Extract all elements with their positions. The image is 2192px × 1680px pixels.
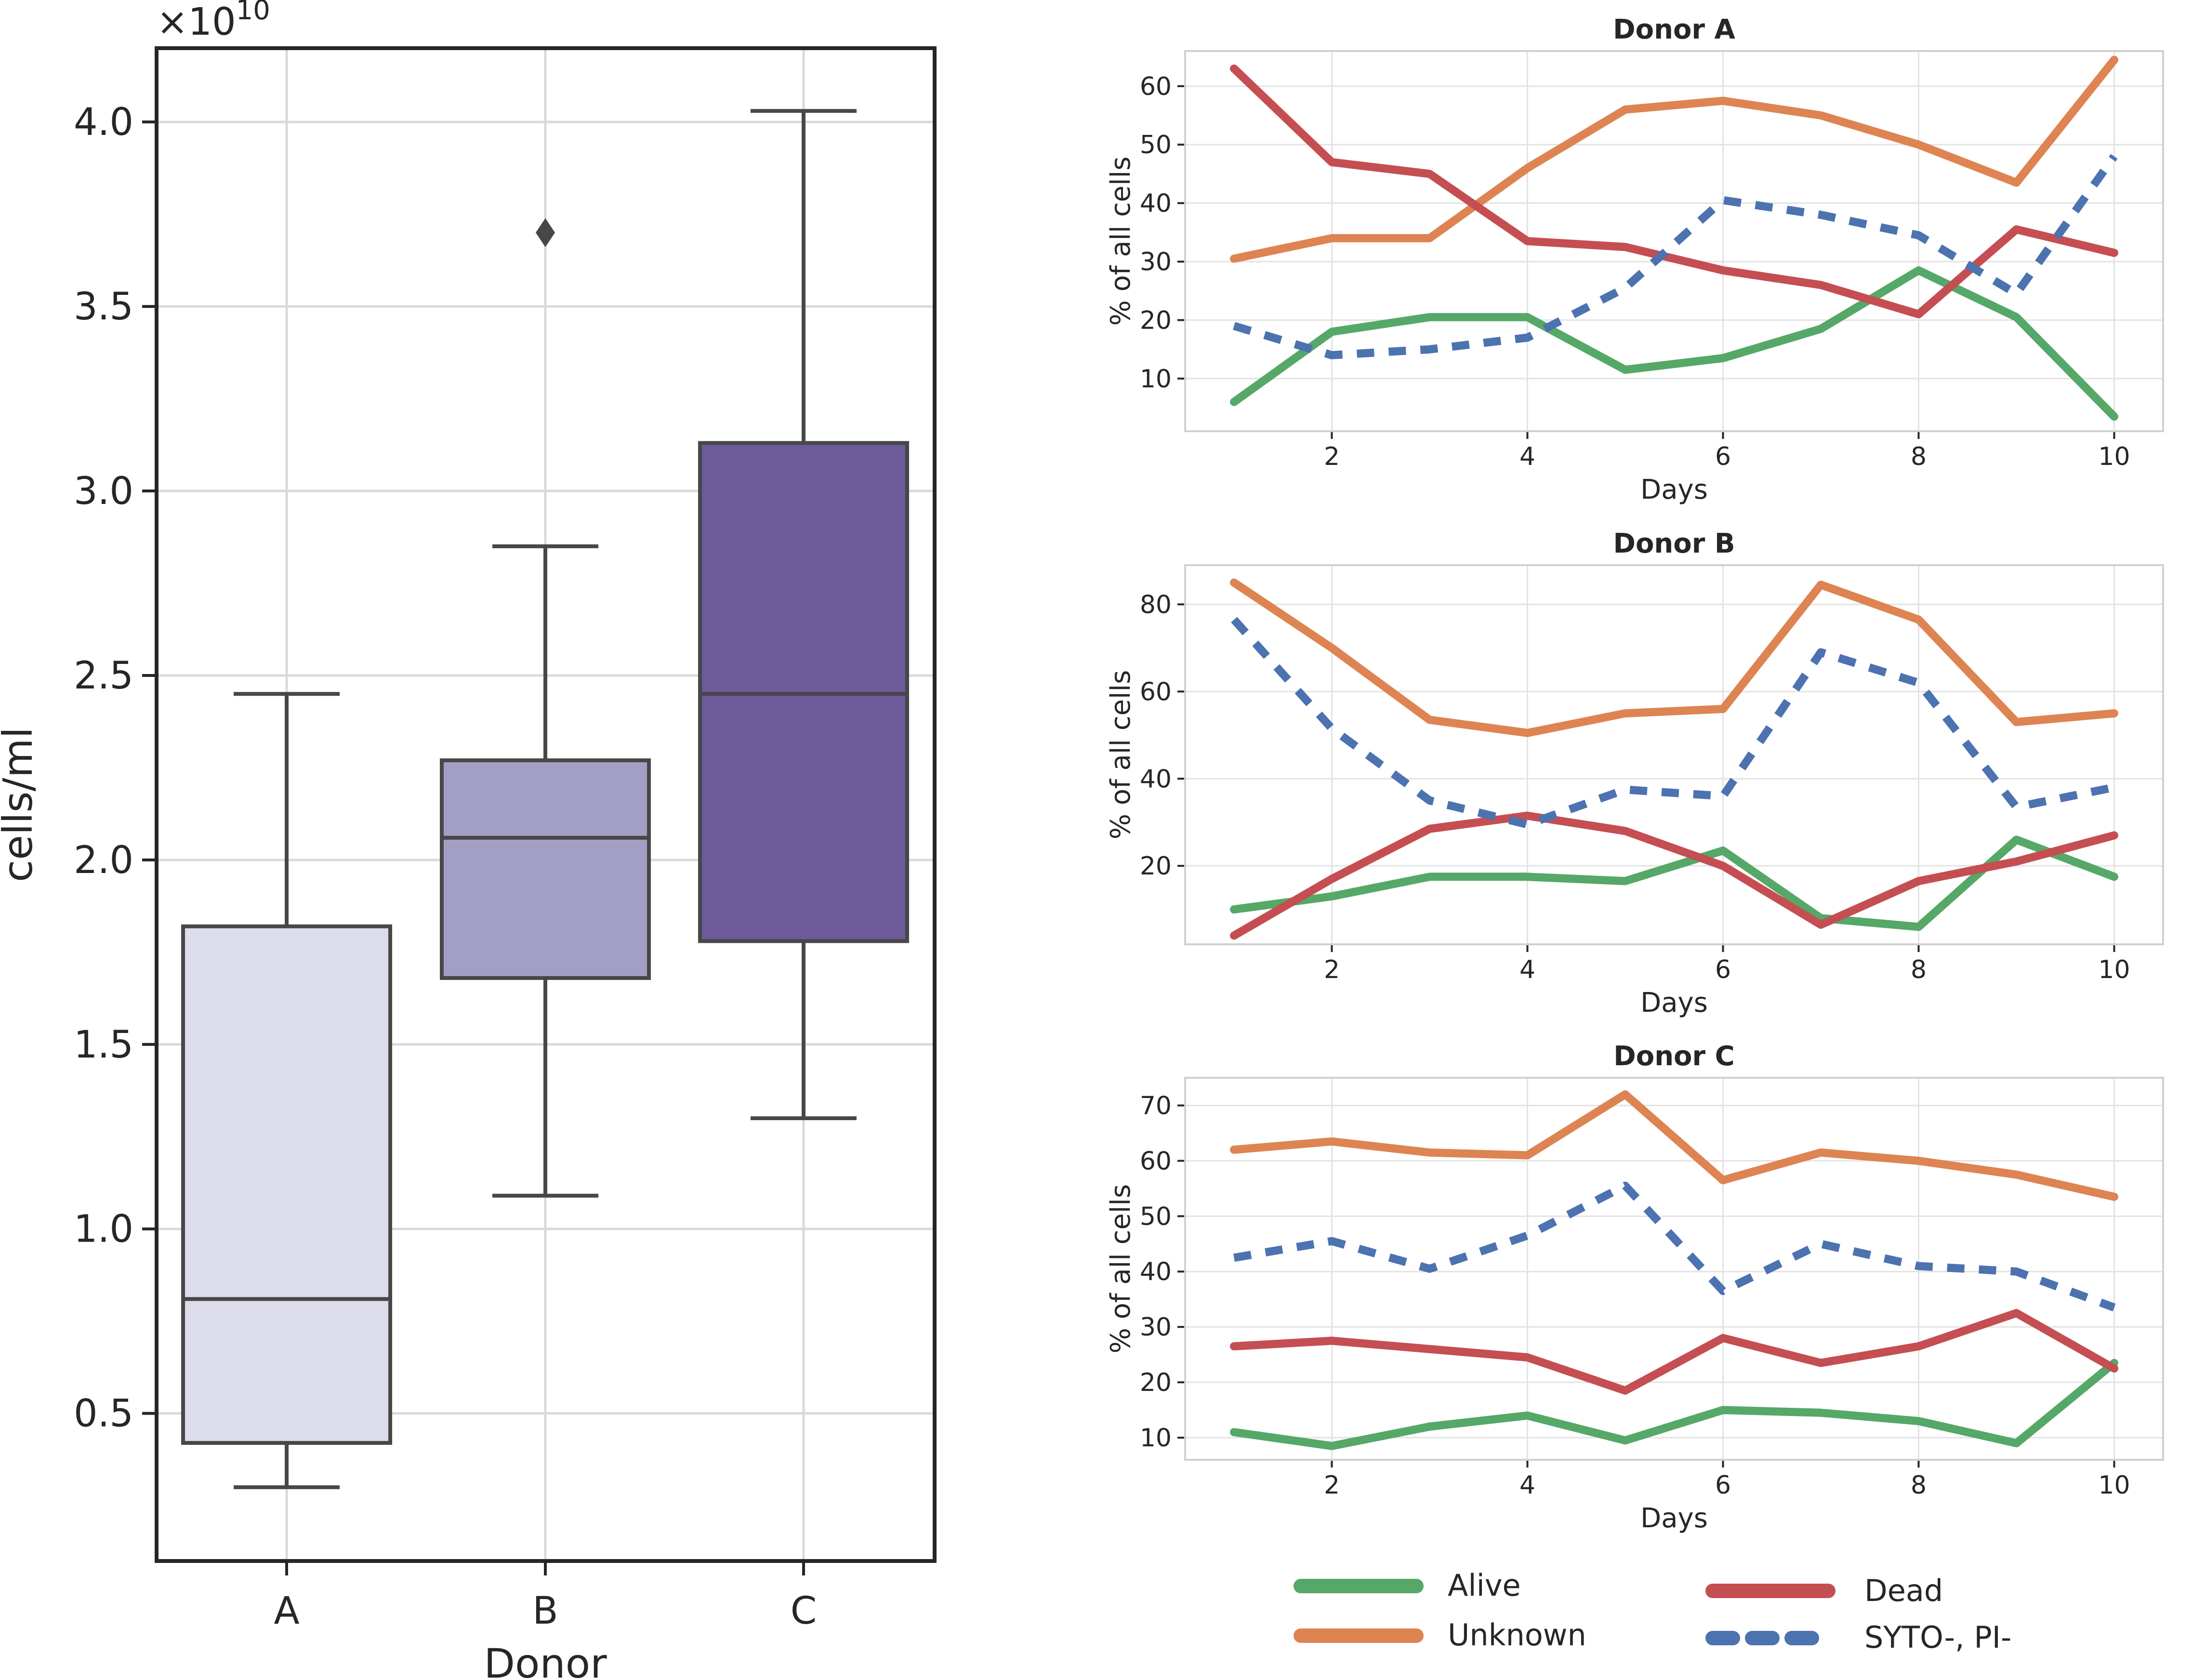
- series-line-alive: [1230, 1359, 2118, 1450]
- legend-label-syto: SYTO-, PI-: [1864, 1620, 2011, 1655]
- line-y-axis-label: % of all cells: [1105, 157, 1136, 326]
- line-y-tick-label: 70: [1140, 1091, 1172, 1120]
- line-y-tick-label: 10: [1140, 1424, 1172, 1453]
- line-panel-title: Donor C: [1613, 1041, 1735, 1072]
- box-b: [440, 218, 651, 1198]
- line-panel-donor-b: 2 4 6 8 10 20 40 60 80 Donor B Days % of all cells: [1105, 528, 2164, 1019]
- series-line-dead: [1230, 64, 2118, 318]
- box-c: [698, 109, 909, 1120]
- line-x-tick-label: 2: [1324, 442, 1340, 471]
- box-body-a: [181, 924, 392, 1445]
- line-x-tick-label: 8: [1911, 955, 1927, 984]
- line-x-tick-label: 4: [1519, 1471, 1535, 1500]
- box-body-b: [440, 758, 651, 980]
- box-y-tick-label: 0.5: [74, 1392, 133, 1436]
- box-plot-x-axis-label: Donor: [484, 1640, 607, 1680]
- line-x-axis-label: Days: [1640, 987, 1708, 1019]
- box-x-tick-label: C: [791, 1589, 817, 1633]
- line-y-tick-label: 40: [1140, 765, 1172, 794]
- line-panel-donor-a: 2 4 6 8 10 10 20 30 40 50 60 Donor A Days % of all ce…: [1105, 14, 2164, 505]
- line-panel-frame: [1184, 1077, 2164, 1461]
- box-x-tick-label: A: [274, 1589, 299, 1633]
- box-plot-y-axis-label: cells/ml: [0, 727, 41, 882]
- line-x-tick-label: 4: [1519, 955, 1535, 984]
- box-plot-x-ticks: A B C: [274, 1561, 817, 1633]
- line-panel-title: Donor A: [1613, 14, 1735, 45]
- legend-label-unknown: Unknown: [1448, 1617, 1586, 1653]
- legend: Alive Dead Unknown SYTO-, PI-: [1294, 1568, 2011, 1655]
- line-y-tick-label: 50: [1140, 1202, 1172, 1231]
- line-panel-frame: [1184, 50, 2164, 432]
- y-multiplier-exponent: 10: [236, 0, 270, 26]
- box-y-tick-label: 2.0: [74, 839, 133, 882]
- series-line-dead: [1230, 811, 2118, 940]
- line-panel-title: Donor B: [1613, 528, 1735, 559]
- line-x-tick-label: 2: [1324, 1471, 1340, 1500]
- box-plot-panel: 0.5 1.0 1.5 2.0 2.5 3.0 3.5 4.0 A B C ×1010 cells…: [0, 0, 937, 1680]
- line-y-tick-label: 20: [1140, 306, 1172, 335]
- line-x-axis-label: Days: [1640, 1503, 1708, 1534]
- line-y-axis-label: % of all cells: [1105, 1184, 1136, 1354]
- line-x-tick-label: 10: [2098, 442, 2130, 471]
- series-line-alive: [1230, 835, 2118, 931]
- series-line-unknown: [1230, 55, 2118, 263]
- line-y-tick-label: 10: [1140, 365, 1172, 394]
- line-y-tick-label: 50: [1140, 131, 1172, 159]
- line-panel-frame: [1184, 564, 2164, 945]
- box-outlier-b: [536, 218, 555, 247]
- line-y-tick-label: 60: [1140, 72, 1172, 101]
- line-x-tick-label: 8: [1911, 1471, 1927, 1500]
- line-y-tick-label: 60: [1140, 677, 1172, 706]
- box-y-tick-label: 4.0: [74, 101, 133, 144]
- box-plot-boxes: [181, 109, 909, 1489]
- line-x-tick-label: 10: [2098, 1471, 2130, 1500]
- line-x-tick-label: 8: [1911, 442, 1927, 471]
- series-line-syto-pi: [1233, 1181, 2116, 1311]
- y-multiplier-base: ×10: [157, 0, 236, 44]
- box-x-tick-label: B: [532, 1589, 558, 1633]
- box-y-tick-label: 1.5: [74, 1023, 133, 1067]
- series-line-syto-pi: [1233, 154, 2118, 359]
- line-x-tick-label: 2: [1324, 955, 1340, 984]
- box-a: [181, 692, 392, 1489]
- box-y-tick-label: 3.0: [74, 470, 133, 513]
- line-y-axis-label: % of all cells: [1105, 670, 1136, 840]
- series-line-syto-pi: [1231, 617, 2115, 829]
- legend-label-dead: Dead: [1864, 1573, 1943, 1608]
- series-line-unknown: [1230, 578, 2118, 737]
- line-y-tick-label: 20: [1140, 852, 1172, 881]
- legend-label-alive: Alive: [1448, 1568, 1521, 1603]
- line-y-tick-label: 30: [1140, 1313, 1172, 1342]
- line-y-tick-label: 30: [1140, 248, 1172, 277]
- box-y-tick-label: 2.5: [74, 654, 133, 698]
- line-x-axis-label: Days: [1640, 474, 1708, 505]
- line-x-tick-label: 10: [2098, 955, 2130, 984]
- box-plot-y-ticks: 0.5 1.0 1.5 2.0 2.5 3.0 3.5 4.0: [74, 101, 157, 1436]
- line-y-tick-label: 60: [1140, 1147, 1172, 1176]
- box-y-tick-label: 3.5: [74, 285, 133, 329]
- line-x-tick-label: 4: [1519, 442, 1535, 471]
- line-x-tick-label: 6: [1715, 955, 1731, 984]
- line-panel-donor-c: 2 4 6 8 10 10 20 30 40 50 60 70 Donor C Days % of all …: [1105, 1041, 2164, 1534]
- series-line-alive: [1230, 266, 2118, 421]
- line-y-tick-label: 40: [1140, 1257, 1172, 1286]
- series-line-dead: [1230, 1309, 2118, 1395]
- series-line-unknown: [1230, 1090, 2118, 1201]
- line-x-tick-label: 6: [1715, 1471, 1731, 1500]
- line-x-tick-label: 6: [1715, 442, 1731, 471]
- line-y-tick-label: 80: [1140, 590, 1172, 619]
- line-y-tick-label: 40: [1140, 189, 1172, 218]
- line-y-tick-label: 20: [1140, 1368, 1172, 1397]
- box-y-tick-label: 1.0: [74, 1208, 133, 1251]
- y-multiplier: ×1010: [157, 0, 270, 44]
